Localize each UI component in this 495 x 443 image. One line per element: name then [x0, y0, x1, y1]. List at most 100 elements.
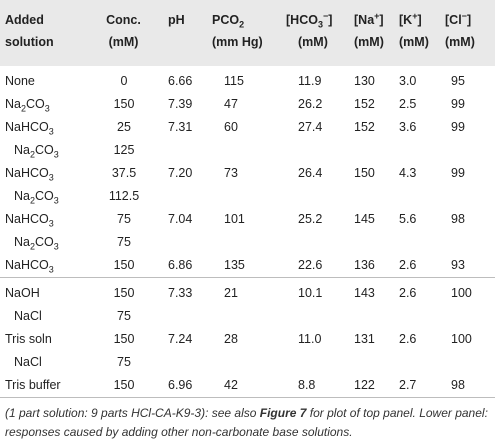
- cell-cl: 93: [451, 258, 465, 272]
- cell-hco3: 22.6: [298, 258, 323, 272]
- cell-solution: NaCl: [14, 355, 42, 369]
- table-row: Tris buffer 150 6.96 42 8.8 122 2.7 98: [0, 374, 495, 398]
- cell-pco2: 47: [224, 97, 238, 111]
- cell-cl: 99: [451, 166, 465, 180]
- cell-solution: Na2CO3: [14, 189, 59, 206]
- cell-na: 145: [354, 212, 375, 226]
- header-hco3-label: [HCO3−]: [286, 10, 333, 30]
- table-row: NaHCO3 25 7.31 60 27.4 152 3.6 99: [0, 116, 495, 139]
- table-row: NaCl 75: [0, 351, 495, 374]
- cell-solution: Na2CO3: [14, 235, 59, 252]
- table-row: NaHCO3 75 7.04 101 25.2 145 5.6 98: [0, 208, 495, 231]
- cell-cl: 100: [451, 332, 472, 346]
- cell-cl: 100: [445, 277, 495, 305]
- header-added-solution: Added solution: [0, 0, 92, 66]
- header-pco2: PCO2 (mm Hg): [212, 0, 282, 66]
- cell-conc: 150: [92, 374, 156, 398]
- table-row: NaHCO3 150 6.86 135 22.6 136 2.6 93: [0, 254, 495, 278]
- cell-solution: NaHCO3: [5, 166, 54, 183]
- table-row: Na2CO3 150 7.39 47 26.2 152 2.5 99: [0, 93, 495, 116]
- cell-k: 2.6: [399, 258, 417, 272]
- cell-ph: 7.24: [168, 332, 193, 346]
- header-cl-label: [Cl−]: [445, 10, 472, 27]
- cell-pco2: 115: [224, 74, 244, 88]
- table-row: Na2CO3 75: [0, 231, 495, 254]
- header-pco2-label: PCO2: [212, 13, 245, 30]
- header-k: [K+] (mM): [399, 0, 445, 66]
- cell-pco2: 28: [224, 332, 238, 346]
- cell-ph: 7.33: [156, 277, 212, 305]
- cell-ph: 7.39: [168, 97, 193, 111]
- header-conc-unit: (mM): [108, 35, 139, 49]
- header-cl: [Cl−] (mM): [445, 0, 495, 66]
- cell-na: 136: [354, 258, 375, 272]
- cell-ph: 6.96: [156, 374, 212, 398]
- header-conc: Conc. (mM): [92, 0, 156, 66]
- cell-conc: 25: [117, 120, 131, 134]
- cell-pco2: 42: [212, 374, 282, 398]
- table-body: None 0 6.66 115 11.9 130 3.0 95 Na2CO3 1…: [0, 66, 495, 398]
- caption-part1: (1 part solution: 9 parts HCl-CA-K9-3): …: [5, 406, 260, 420]
- empty-cells: [156, 305, 495, 328]
- cell-hco3: 8.8: [282, 374, 354, 398]
- table-row: NaHCO3 37.5 7.20 73 26.4 150 4.3 99: [0, 162, 495, 185]
- cell-cl: 99: [451, 120, 465, 134]
- cell-k: 3.6: [399, 120, 417, 134]
- cell-pco2: 73: [224, 166, 238, 180]
- cell-conc: 150: [113, 258, 135, 272]
- header-ph: pH: [156, 0, 212, 66]
- cell-solution: Tris soln: [5, 332, 52, 346]
- header-ph-label: pH: [168, 13, 185, 27]
- cell-solution: NaCl: [14, 309, 42, 323]
- cell-conc: 75: [117, 355, 131, 369]
- cell-conc: 150: [113, 332, 135, 346]
- table-caption: (1 part solution: 9 parts HCl-CA-K9-3): …: [5, 404, 491, 442]
- cell-conc: 125: [113, 143, 135, 157]
- cell-conc: 37.5: [111, 166, 137, 180]
- cell-conc: 75: [117, 309, 131, 323]
- caption-figure-link[interactable]: Figure 7: [259, 406, 307, 420]
- header-na-label: [Na+]: [354, 10, 384, 27]
- cell-na: 131: [354, 332, 375, 346]
- header-na: [Na+] (mM): [354, 0, 399, 66]
- table-row: NaCl 75: [0, 305, 495, 328]
- cell-pco2: 135: [224, 258, 245, 272]
- cell-ph: 7.20: [168, 166, 193, 180]
- data-table-container: Added solution Conc. (mM) pH PCO2 (mm Hg…: [0, 0, 495, 398]
- cell-k: 2.5: [399, 97, 417, 111]
- empty-cells: [156, 231, 495, 254]
- cell-hco3: 26.4: [298, 166, 323, 180]
- cell-k: 2.6: [399, 277, 445, 305]
- cell-conc: 75: [117, 235, 131, 249]
- header-solution-line1: Added: [5, 13, 44, 27]
- cell-ph: 6.86: [168, 258, 193, 272]
- cell-conc: 75: [117, 212, 131, 226]
- cell-cl: 99: [451, 97, 465, 111]
- header-conc-label: Conc.: [106, 13, 141, 27]
- cell-solution: NaHCO3: [5, 212, 54, 229]
- table-row: Tris soln 150 7.24 28 11.0 131 2.6 100: [0, 328, 495, 351]
- cell-solution: NaHCO3: [5, 258, 54, 275]
- empty-cells: [156, 185, 495, 208]
- cell-solution: NaOH: [0, 277, 92, 305]
- cell-pco2: 21: [212, 277, 282, 305]
- cell-hco3: 10.1: [282, 277, 354, 305]
- cell-na: 122: [354, 374, 399, 398]
- header-cl-unit: (mM): [445, 35, 475, 49]
- header-hco3: [HCO3−] (mM): [282, 0, 354, 66]
- header-k-unit: (mM): [399, 35, 429, 49]
- cell-solution: NaHCO3: [5, 120, 54, 137]
- empty-cells: [156, 139, 495, 162]
- cell-conc: 0: [120, 74, 128, 88]
- cell-na: 130: [354, 74, 375, 88]
- cell-na: 152: [354, 120, 375, 134]
- cell-solution: Na2CO3: [5, 97, 50, 114]
- cell-k: 3.0: [399, 74, 417, 88]
- cell-hco3: 25.2: [298, 212, 323, 226]
- cell-k: 2.6: [399, 332, 417, 346]
- header-hco3-unit: (mM): [298, 35, 328, 49]
- cell-na: 143: [354, 277, 399, 305]
- cell-solution: Na2CO3: [14, 143, 59, 160]
- cell-pco2: 60: [224, 120, 238, 134]
- cell-conc: 112.5: [108, 189, 140, 203]
